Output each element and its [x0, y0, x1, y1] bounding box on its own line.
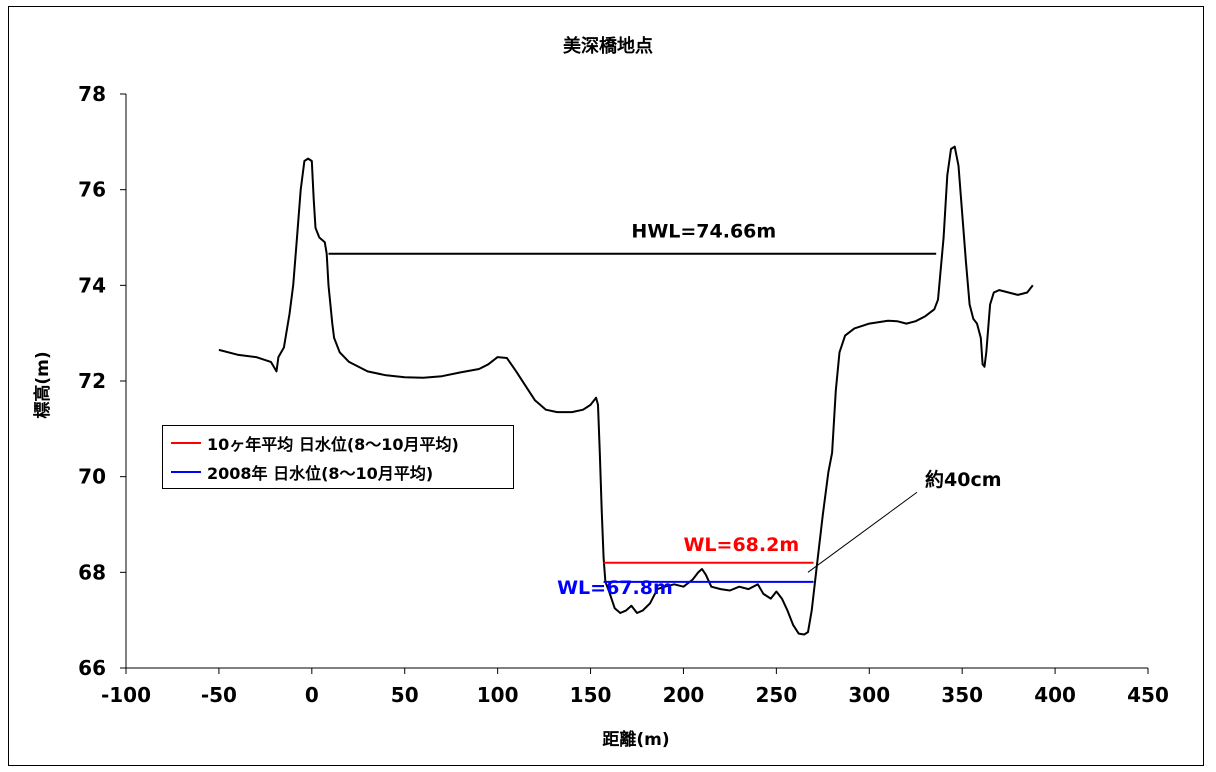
wl-2008-annotation: WL=67.8m: [557, 577, 673, 599]
y-axis-label: 標高(m): [32, 351, 53, 418]
legend-item-2008: 2008年 日水位(8〜10月平均): [171, 461, 433, 483]
x-axis-label: 距離(m): [602, 729, 669, 750]
legend-label-10yr-avg: 10ヶ年平均 日水位(8〜10月平均): [207, 435, 459, 454]
axes: 66 68 70 72 74 76 78 -100 -50 0 50 100 150 200 250 300 3…: [78, 82, 1169, 707]
y-tick-label: 72: [78, 369, 106, 393]
series-layer: [218, 145, 1034, 636]
hwl-annotation: HWL=74.66m: [631, 221, 776, 243]
x-tick-label: -100: [101, 683, 151, 707]
chart-frame: [8, 6, 1204, 766]
x-tick-label: 200: [663, 683, 705, 707]
legend-swatch-red: [171, 442, 201, 444]
y-tick-label: 74: [78, 273, 106, 297]
x-tick-label: 400: [1034, 683, 1076, 707]
chart-title: 美深橋地点: [563, 35, 653, 57]
x-tick-label: 250: [755, 683, 797, 707]
x-tick-label: -50: [201, 683, 237, 707]
y-tick-label: 78: [78, 82, 106, 106]
x-tick-label: 300: [848, 683, 890, 707]
legend-label-2008: 2008年 日水位(8〜10月平均): [207, 464, 434, 483]
legend: 10ヶ年平均 日水位(8〜10月平均) 2008年 日水位(8〜10月平均): [162, 425, 514, 489]
x-tick-label: 350: [941, 683, 983, 707]
difference-leader-line: [807, 491, 918, 573]
y-tick-label: 68: [78, 560, 106, 584]
cross-section-line: [218, 145, 1034, 636]
y-tick-label: 76: [78, 178, 106, 202]
y-tick-label: 70: [78, 465, 106, 489]
x-tick-label: 50: [391, 683, 419, 707]
x-tick-label: 0: [305, 683, 319, 707]
x-tick-label: 100: [477, 683, 519, 707]
wl-10yr-annotation: WL=68.2m: [683, 534, 799, 556]
legend-swatch-blue: [171, 471, 201, 473]
x-tick-label: 450: [1127, 683, 1169, 707]
annotation-layer: HWL=74.66m WL=68.2m WL=67.8m 約40cm: [557, 221, 1001, 599]
x-tick-label: 150: [570, 683, 612, 707]
y-tick-label: 66: [78, 656, 106, 680]
difference-annotation: 約40cm: [925, 468, 1002, 491]
legend-item-10yr-avg: 10ヶ年平均 日水位(8〜10月平均): [171, 432, 459, 454]
